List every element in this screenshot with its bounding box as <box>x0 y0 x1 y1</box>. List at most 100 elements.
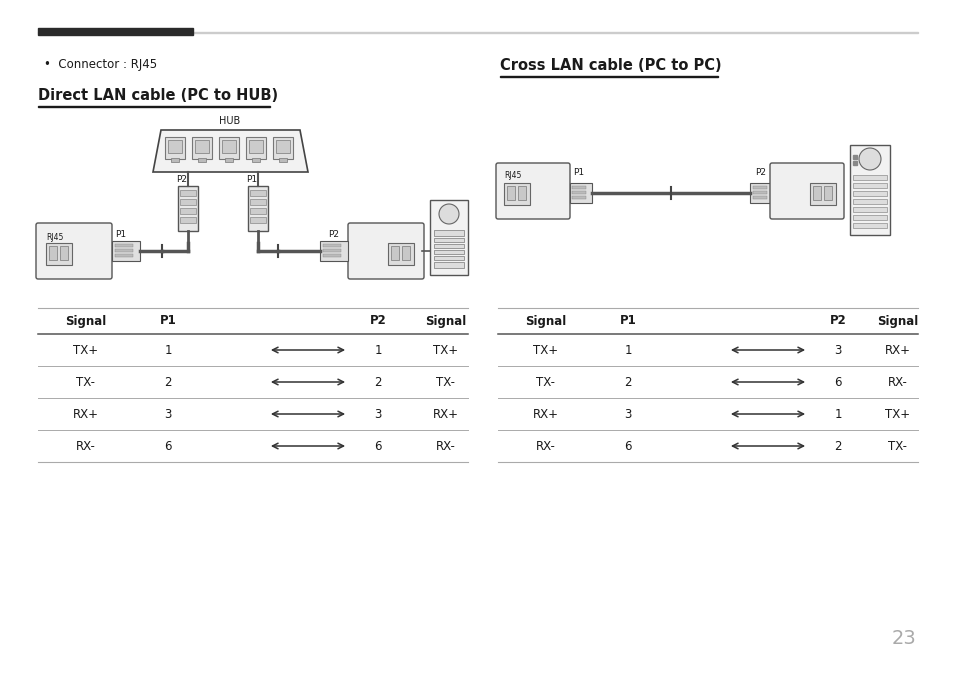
Text: 23: 23 <box>890 629 915 648</box>
Bar <box>319 241 348 261</box>
Bar <box>46 243 71 265</box>
Text: 6: 6 <box>833 375 841 389</box>
FancyBboxPatch shape <box>348 223 423 279</box>
Text: P1: P1 <box>115 230 126 239</box>
Bar <box>192 137 212 159</box>
Text: P2: P2 <box>754 168 765 177</box>
Text: •  Connector : RJ45: • Connector : RJ45 <box>44 58 157 71</box>
Bar <box>823 186 831 200</box>
Bar <box>517 186 525 200</box>
Text: P2: P2 <box>829 315 845 327</box>
Bar <box>246 137 266 159</box>
Bar <box>849 145 889 235</box>
Text: 2: 2 <box>164 375 172 389</box>
Text: 1: 1 <box>833 408 841 421</box>
Bar <box>434 230 463 236</box>
Bar <box>250 217 266 223</box>
Bar <box>434 244 463 248</box>
Text: 3: 3 <box>623 408 631 421</box>
Text: TX+: TX+ <box>884 408 909 421</box>
Bar <box>249 140 263 153</box>
Text: P1: P1 <box>573 168 583 177</box>
Bar <box>219 137 239 159</box>
Bar <box>434 256 463 260</box>
Bar <box>250 199 266 205</box>
Text: Signal: Signal <box>877 315 918 327</box>
Bar <box>115 244 132 247</box>
Bar <box>115 249 132 252</box>
Bar <box>180 208 195 214</box>
Bar <box>273 137 293 159</box>
Text: RX-: RX- <box>536 439 556 452</box>
Bar <box>503 183 530 205</box>
Text: Direct LAN cable (PC to HUB): Direct LAN cable (PC to HUB) <box>38 88 278 103</box>
Text: 3: 3 <box>374 408 381 421</box>
Circle shape <box>438 204 458 224</box>
Text: 1: 1 <box>374 344 381 356</box>
Bar <box>178 186 198 231</box>
Text: TX-: TX- <box>536 375 555 389</box>
Bar <box>112 241 140 261</box>
Text: RX-: RX- <box>436 439 456 452</box>
Text: P2: P2 <box>369 315 386 327</box>
Bar <box>572 186 585 189</box>
Bar <box>38 28 193 35</box>
Text: RX+: RX+ <box>73 408 99 421</box>
Bar <box>752 191 766 194</box>
Bar <box>60 246 68 260</box>
Text: 2: 2 <box>833 439 841 452</box>
Bar <box>278 158 287 162</box>
Text: RJ45: RJ45 <box>46 233 63 242</box>
Bar <box>49 246 57 260</box>
Text: 3: 3 <box>834 344 841 356</box>
Text: TX-: TX- <box>436 375 455 389</box>
Bar <box>852 223 886 228</box>
Bar <box>852 215 886 220</box>
Bar <box>323 254 340 257</box>
Bar <box>252 158 260 162</box>
Text: TX+: TX+ <box>433 344 458 356</box>
Bar <box>180 190 195 196</box>
Bar <box>430 200 468 275</box>
Bar <box>180 217 195 223</box>
Bar <box>323 249 340 252</box>
Bar <box>222 140 235 153</box>
Bar <box>248 186 268 231</box>
Bar <box>506 186 515 200</box>
Text: 6: 6 <box>623 439 631 452</box>
Bar <box>250 208 266 214</box>
Bar <box>572 191 585 194</box>
Bar <box>168 140 182 153</box>
Text: 2: 2 <box>623 375 631 389</box>
Bar <box>572 196 585 199</box>
Bar <box>323 244 340 247</box>
Circle shape <box>858 148 880 170</box>
FancyBboxPatch shape <box>769 163 843 219</box>
Text: RX+: RX+ <box>433 408 458 421</box>
Bar <box>434 238 463 242</box>
Text: 6: 6 <box>374 439 381 452</box>
Text: P1: P1 <box>159 315 176 327</box>
Bar <box>852 199 886 204</box>
Bar <box>434 250 463 254</box>
Bar <box>852 183 886 188</box>
Bar <box>165 137 185 159</box>
FancyBboxPatch shape <box>36 223 112 279</box>
Bar <box>812 186 821 200</box>
Bar <box>194 140 209 153</box>
Bar <box>852 175 886 180</box>
Bar <box>225 158 233 162</box>
Text: RX-: RX- <box>76 439 96 452</box>
Text: 6: 6 <box>164 439 172 452</box>
Text: P1: P1 <box>246 175 257 184</box>
Text: 1: 1 <box>623 344 631 356</box>
Text: RJ45: RJ45 <box>503 171 521 180</box>
Bar <box>38 32 917 33</box>
Bar <box>852 191 886 196</box>
Bar <box>809 183 835 205</box>
Text: RX+: RX+ <box>884 344 910 356</box>
Text: TX+: TX+ <box>533 344 558 356</box>
Text: Signal: Signal <box>425 315 466 327</box>
Bar <box>275 140 290 153</box>
Bar <box>749 183 771 203</box>
